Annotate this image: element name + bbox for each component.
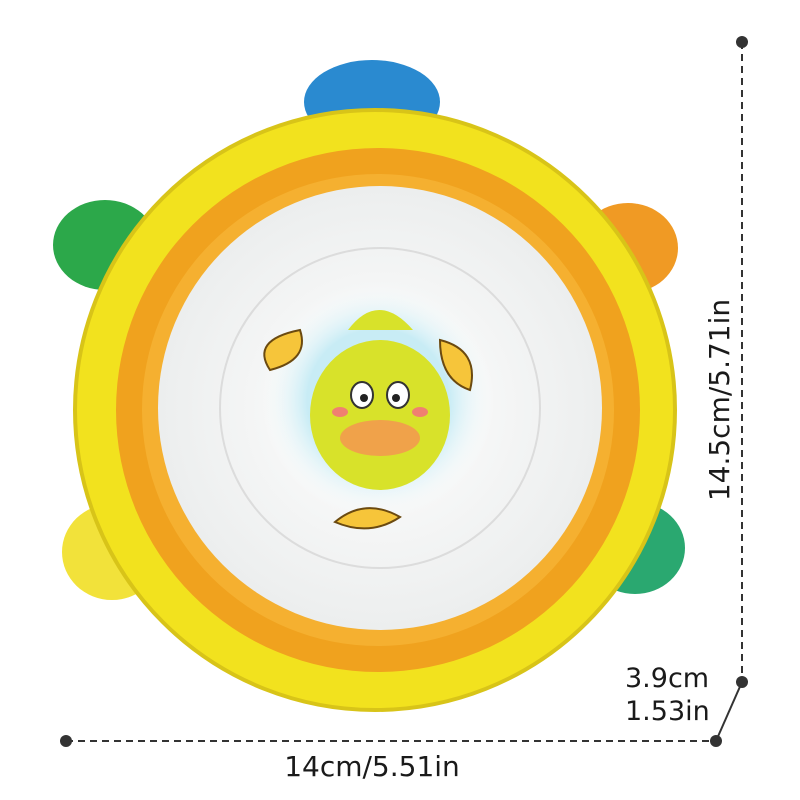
depth-in: 1.53in bbox=[625, 696, 710, 727]
depth-label: 3.9cm 1.53in bbox=[625, 662, 710, 728]
leaf-left-icon bbox=[263, 328, 303, 372]
duck-body bbox=[310, 340, 450, 490]
height-label: 14.5cm/5.71in bbox=[703, 298, 736, 502]
leaf-bottom-icon bbox=[333, 507, 402, 530]
dimension-lines bbox=[66, 42, 743, 742]
depth-cm: 3.9cm bbox=[625, 663, 710, 694]
duck-artwork bbox=[260, 282, 496, 530]
width-label: 14cm/5.51in bbox=[284, 750, 460, 783]
duck-beak bbox=[340, 420, 420, 456]
leaf-right-icon bbox=[438, 338, 473, 392]
duck-hat bbox=[348, 310, 413, 330]
